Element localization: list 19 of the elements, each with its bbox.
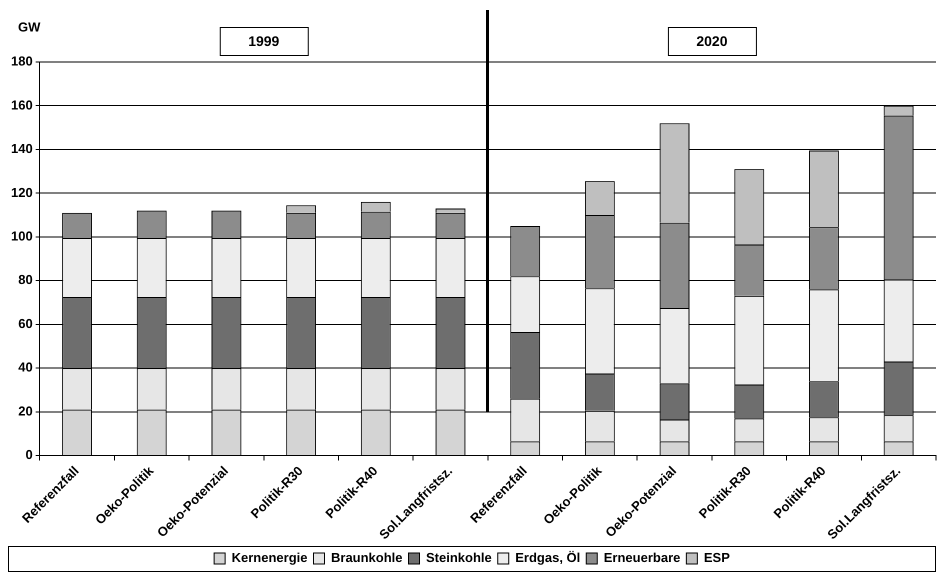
y-tick-label: 180	[10, 54, 33, 69]
legend-label: Erdgas, Öl	[515, 550, 580, 566]
y-tick-label: 120	[10, 184, 33, 200]
legend-label: Kernenergie	[232, 550, 308, 566]
y-axis-title: GW	[18, 20, 42, 35]
legend-label: ESP	[704, 550, 730, 566]
legend-label: Steinkohle	[426, 550, 492, 566]
legend-label: Erneuerbare	[604, 550, 680, 566]
y-tick-label: 140	[10, 141, 33, 156]
y-tick-label: 100	[10, 228, 33, 244]
legend-label: Braunkohle	[330, 550, 403, 566]
y-tick-label: 0	[25, 447, 33, 462]
y-tick-label: 40	[18, 360, 33, 375]
text: 1999	[248, 32, 280, 49]
y-tick-label: 20	[18, 403, 33, 418]
y-tick-label: 160	[10, 97, 33, 112]
text: 2020	[696, 32, 728, 49]
y-tick-label: 60	[18, 316, 33, 331]
y-tick-label: 80	[18, 272, 33, 288]
